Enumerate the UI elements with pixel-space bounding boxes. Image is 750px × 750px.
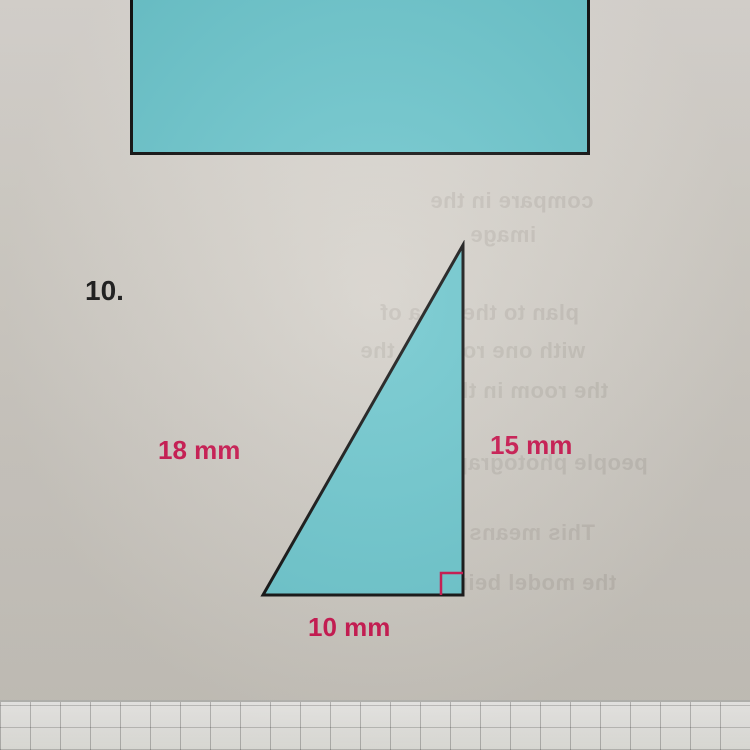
dimension-label-base: 10 mm: [308, 612, 390, 643]
bottom-grid-strip: [0, 700, 750, 750]
page-root: compare in the image plan to the area of…: [0, 0, 750, 750]
dimension-label-hypotenuse: 18 mm: [158, 435, 240, 466]
previous-figure-rectangle: [130, 0, 590, 155]
triangle-figure: [258, 240, 468, 600]
triangle-shape: [263, 245, 463, 595]
question-number: 10.: [85, 275, 124, 307]
bleed-text: image: [470, 222, 536, 248]
dimension-label-right-side: 15 mm: [490, 430, 572, 461]
bleed-text: compare in the: [430, 188, 593, 214]
triangle-svg: [258, 240, 468, 600]
